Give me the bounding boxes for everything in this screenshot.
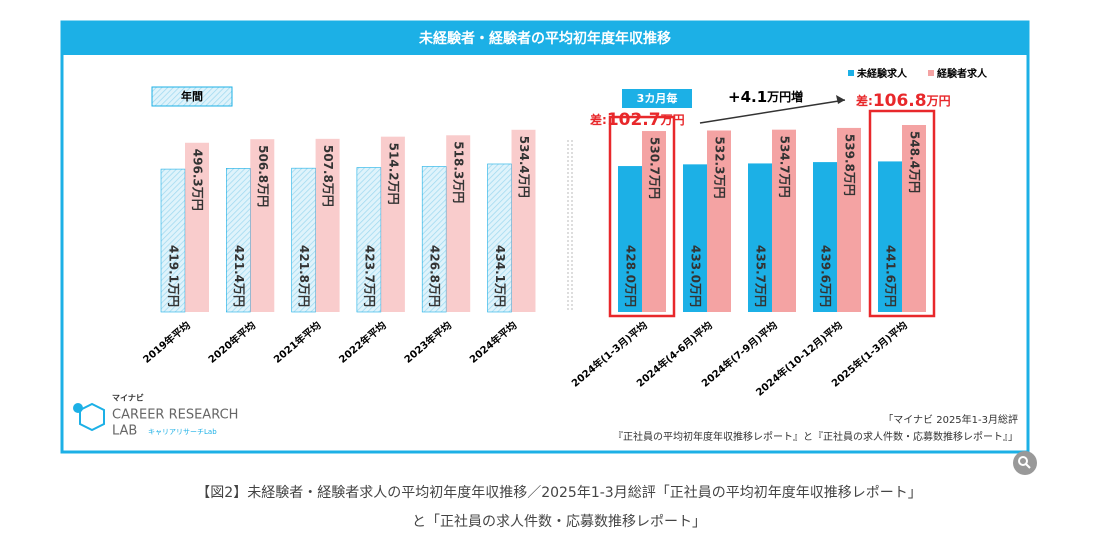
legend-label: 経験者求人 bbox=[937, 67, 988, 80]
legend-label: 未経験求人 bbox=[856, 67, 908, 80]
value-label: 534.4万円 bbox=[517, 136, 531, 198]
value-label: 496.3万円 bbox=[191, 149, 205, 211]
value-label: 539.8万円 bbox=[843, 134, 857, 196]
logo-text: LAB bbox=[112, 424, 137, 439]
annotation: +4.1万円増 bbox=[728, 88, 803, 106]
bar bbox=[291, 167, 316, 313]
chart-title: 未経験者・経験者の平均初年度年収推移 bbox=[419, 30, 671, 47]
value-label: 507.8万円 bbox=[321, 145, 335, 207]
value-label: 532.3万円 bbox=[713, 136, 727, 198]
value-label: 419.1万円 bbox=[167, 245, 181, 307]
bar bbox=[837, 127, 861, 313]
arrow-head bbox=[836, 95, 845, 104]
logo: マイナビ CAREER RESEARCH LAB キャリアリサーチLab bbox=[73, 393, 238, 439]
value-label: 534.7万円 bbox=[778, 136, 792, 198]
bar bbox=[226, 168, 251, 313]
value-label: 441.6万円 bbox=[884, 245, 898, 307]
legend-swatch bbox=[848, 70, 854, 76]
bar bbox=[878, 161, 902, 312]
value-label: 426.8万円 bbox=[428, 245, 442, 307]
value-label: 506.8万円 bbox=[256, 145, 270, 207]
zoom-glyph bbox=[1018, 456, 1028, 466]
highlight-box bbox=[868, 109, 936, 318]
bar bbox=[511, 129, 536, 312]
value-label: 421.4万円 bbox=[232, 245, 246, 307]
value-label: 514.2万円 bbox=[386, 143, 400, 205]
bar bbox=[185, 142, 209, 312]
group-box bbox=[151, 86, 233, 107]
value-label: 423.7万円 bbox=[362, 245, 376, 307]
value-label: 518.3万円 bbox=[452, 141, 466, 203]
bar bbox=[902, 125, 926, 312]
bar bbox=[356, 167, 382, 313]
bar bbox=[707, 130, 731, 312]
legend-swatch bbox=[928, 70, 934, 76]
caption: 【図2】未経験者・経験者求人の平均初年度年収推移／2025年1-3月総評「正社員… bbox=[196, 484, 921, 501]
bar bbox=[421, 166, 447, 313]
caption: と「正社員の求人件数・応募数推移レポート」 bbox=[412, 514, 706, 530]
group-label: 年間 bbox=[181, 89, 203, 103]
highlight-box bbox=[608, 115, 676, 318]
value-label: 433.0万円 bbox=[689, 245, 703, 307]
source: 「マイナビ 2025年1-3月総評 bbox=[883, 413, 1018, 426]
bar bbox=[250, 139, 275, 312]
arrow bbox=[699, 99, 846, 124]
bar bbox=[748, 163, 772, 312]
logo-brand: マイナビ bbox=[112, 393, 144, 403]
bar bbox=[618, 166, 642, 312]
bar bbox=[772, 129, 796, 312]
zoom-glyph bbox=[1025, 463, 1031, 469]
zoom-icon[interactable] bbox=[1013, 451, 1037, 475]
bar bbox=[813, 162, 837, 312]
bar bbox=[380, 136, 405, 312]
value-label: 530.7万円 bbox=[648, 137, 662, 199]
logo-text: CAREER RESEARCH bbox=[112, 408, 238, 423]
value-label: 439.6万円 bbox=[819, 245, 833, 307]
value-label: 421.8万円 bbox=[297, 245, 311, 307]
bar bbox=[683, 164, 707, 312]
annotation: 差:102.7万円 bbox=[589, 110, 685, 130]
bar bbox=[446, 135, 471, 312]
bar bbox=[315, 138, 340, 312]
value-label: 428.0万円 bbox=[624, 245, 638, 307]
bar bbox=[487, 163, 512, 313]
group-label: 3カ月毎 bbox=[637, 91, 678, 105]
annotation: 差:106.8万円 bbox=[855, 91, 951, 111]
logo-sub: キャリアリサーチLab bbox=[148, 428, 217, 436]
value-label: 548.4万円 bbox=[908, 131, 922, 193]
group-box bbox=[622, 89, 692, 108]
value-label: 435.7万円 bbox=[754, 245, 768, 307]
bar bbox=[642, 131, 666, 312]
value-label: 434.1万円 bbox=[493, 245, 507, 307]
source: 『正社員の平均初年度年収推移レポート』と『正社員の求人件数・応募数推移レポート』… bbox=[613, 430, 1018, 443]
title-bar bbox=[62, 22, 1028, 55]
